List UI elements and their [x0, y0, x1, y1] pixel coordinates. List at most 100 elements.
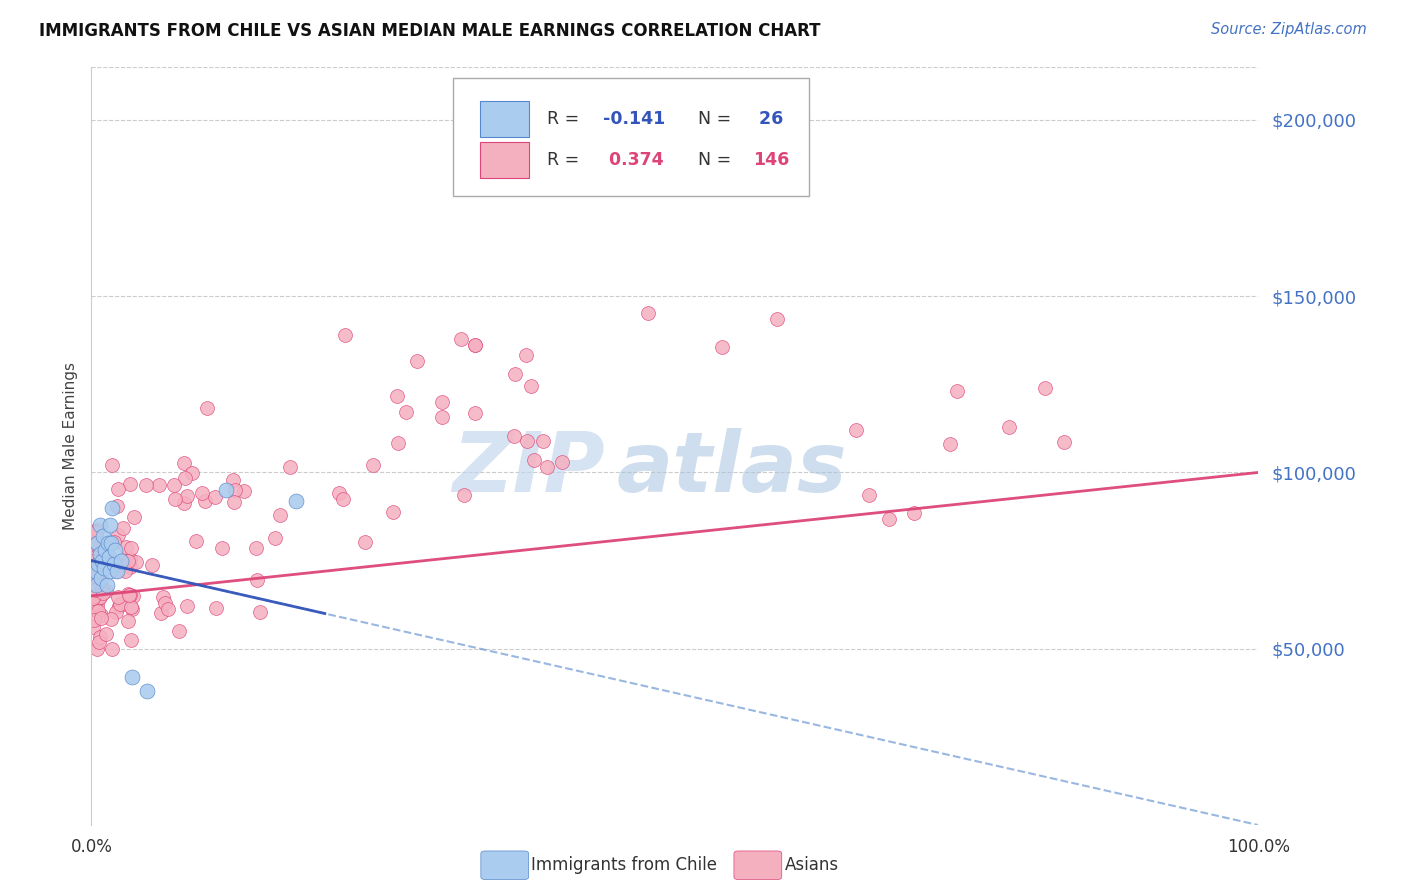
Point	[120, 588, 142, 602]
Text: 146: 146	[754, 151, 789, 169]
Point	[90, 571, 112, 585]
Point	[245, 573, 267, 587]
Point	[87, 604, 110, 618]
Point	[278, 459, 301, 474]
Point	[98, 518, 121, 533]
Point	[86, 536, 108, 550]
Point	[98, 564, 121, 578]
Point	[112, 520, 135, 534]
Point	[100, 612, 122, 626]
Text: R =: R =	[547, 111, 585, 128]
Text: Immigrants from Chile: Immigrants from Chile	[531, 856, 717, 874]
Point	[97, 550, 120, 565]
Point	[125, 555, 148, 569]
Point	[84, 530, 107, 544]
Point	[515, 349, 537, 363]
Point	[107, 482, 129, 496]
Point	[551, 455, 574, 469]
Point	[844, 423, 866, 437]
Point	[103, 557, 125, 571]
Point	[86, 577, 108, 591]
Point	[89, 590, 111, 604]
Point	[90, 607, 112, 622]
Point	[176, 489, 198, 503]
Point	[135, 478, 157, 492]
Point	[105, 606, 128, 620]
Point	[110, 553, 132, 567]
Point	[222, 495, 245, 509]
Point	[765, 312, 787, 326]
Point	[105, 556, 128, 570]
Point	[176, 599, 198, 614]
Point	[114, 564, 136, 578]
Point	[122, 589, 145, 603]
Point	[332, 492, 354, 507]
Y-axis label: Median Male Earnings: Median Male Earnings	[62, 362, 77, 530]
Point	[1053, 435, 1076, 450]
Point	[86, 598, 108, 612]
Point	[84, 578, 107, 592]
Point	[87, 553, 110, 567]
Point	[97, 536, 120, 550]
Point	[637, 306, 659, 320]
Point	[163, 491, 186, 506]
Point	[464, 338, 486, 352]
Point	[191, 486, 214, 500]
Point	[115, 540, 138, 554]
Point	[89, 547, 111, 561]
Point	[91, 529, 114, 543]
Point	[141, 558, 163, 573]
Point	[84, 564, 107, 578]
Point	[107, 528, 129, 542]
Point	[387, 436, 409, 450]
Point	[432, 410, 454, 425]
Point	[101, 500, 124, 515]
Point	[94, 584, 117, 599]
Point	[94, 626, 117, 640]
Point	[531, 434, 554, 448]
Point	[103, 557, 125, 571]
Text: IMMIGRANTS FROM CHILE VS ASIAN MEDIAN MALE EARNINGS CORRELATION CHART: IMMIGRANTS FROM CHILE VS ASIAN MEDIAN MA…	[39, 22, 821, 40]
Point	[101, 641, 124, 656]
Point	[204, 490, 226, 504]
Point	[84, 550, 107, 565]
Point	[432, 395, 454, 409]
Point	[86, 537, 108, 551]
Text: 0.374: 0.374	[603, 151, 664, 169]
Point	[83, 613, 105, 627]
Point	[269, 508, 291, 522]
Point	[91, 586, 114, 600]
Point	[100, 536, 122, 550]
Point	[263, 531, 285, 545]
Point	[284, 493, 307, 508]
Point	[214, 483, 236, 497]
Point	[464, 338, 486, 352]
Point	[86, 641, 108, 656]
Point	[121, 670, 143, 684]
Point	[104, 543, 127, 558]
Point	[82, 619, 104, 633]
Point	[174, 471, 197, 485]
Point	[233, 484, 256, 499]
Point	[516, 434, 538, 449]
Point	[121, 602, 143, 616]
Point	[87, 547, 110, 561]
Point	[86, 586, 108, 600]
Point	[361, 458, 384, 472]
Point	[118, 552, 141, 566]
Point	[94, 543, 117, 558]
Point	[939, 437, 962, 451]
Point	[221, 473, 243, 487]
Point	[89, 577, 111, 591]
Point	[211, 541, 233, 555]
Point	[711, 340, 734, 354]
Text: 26: 26	[754, 111, 783, 128]
Point	[502, 429, 524, 443]
Point	[87, 635, 110, 649]
Point	[117, 614, 139, 628]
Point	[108, 599, 131, 613]
Point	[107, 500, 129, 514]
Point	[903, 506, 925, 520]
Point	[84, 583, 107, 598]
Point	[453, 488, 475, 502]
